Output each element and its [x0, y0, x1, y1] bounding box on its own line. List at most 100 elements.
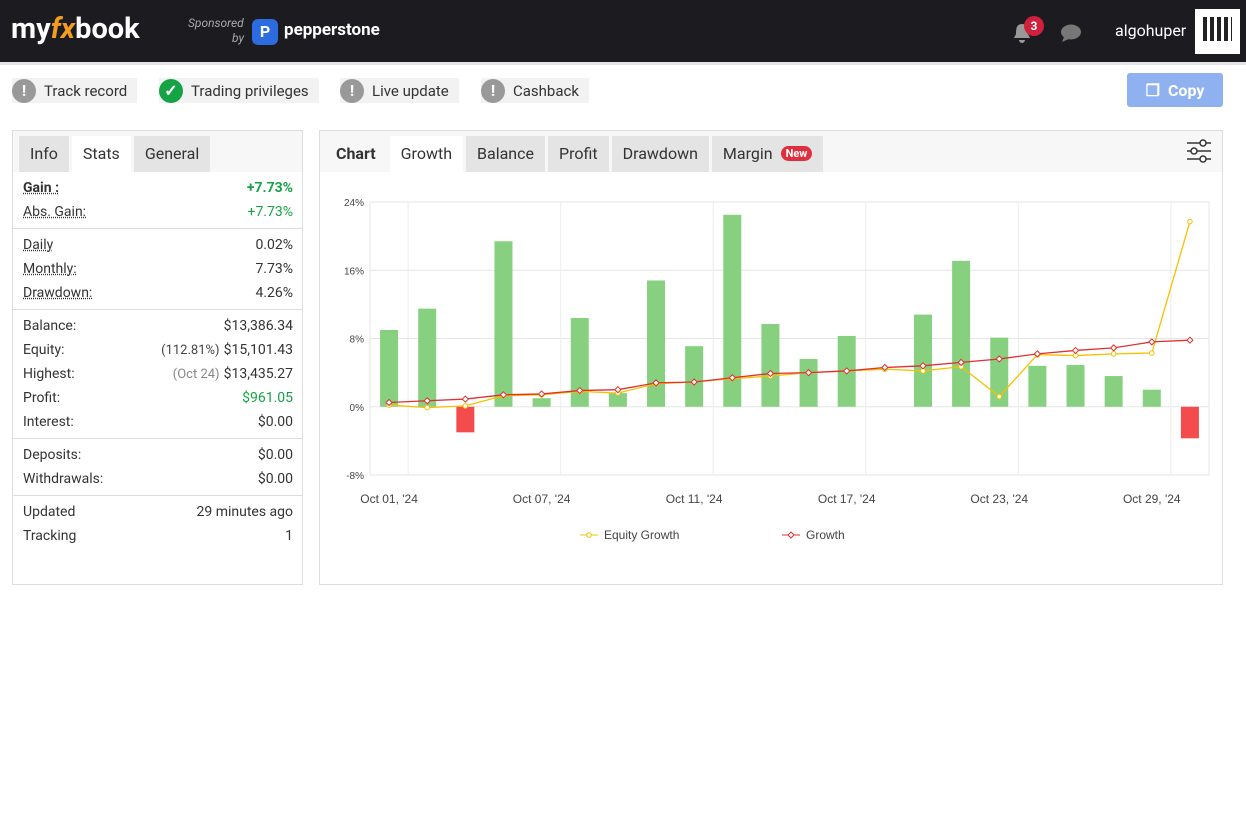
chat-icon[interactable] — [1060, 24, 1082, 42]
status-badge[interactable]: ! Cashback — [481, 78, 589, 103]
stats-panel: Info Stats General Gain : +7.73% Abs. Gain: +… — [12, 130, 303, 585]
stats-value: 4.26% — [255, 285, 293, 301]
y-tick-label: 16% — [344, 266, 364, 277]
stats-label: Monthly: — [23, 261, 77, 277]
stats-row: Equity: (112.81%) $15,101.43 — [13, 338, 302, 362]
stats-value: 1 — [285, 528, 293, 544]
chart: -8% 0% 8% 16% 24% Oct 01, '24 Oct 07, '24 Oct 1… — [344, 198, 1210, 542]
status-badge[interactable]: ! Track record — [12, 78, 138, 103]
chart-panel: Chart Growth Balance Profit Drawdown Margin Ne… — [319, 130, 1223, 585]
stats-group: Updated 29 minutes ago Tracking 1 — [13, 496, 302, 552]
bar — [685, 346, 704, 407]
stats-label: Gain : — [23, 180, 60, 196]
point — [424, 404, 431, 411]
stats-tab[interactable]: General — [133, 136, 211, 172]
stats-tabs: Info Stats General — [13, 131, 302, 172]
stats-list: Gain : +7.73% Abs. Gain: +7.73% Daily 0.02% Mo… — [13, 172, 302, 552]
stats-tab[interactable]: Stats — [71, 136, 131, 172]
point — [462, 403, 469, 409]
point — [652, 379, 660, 387]
stats-row: Profit: $961.05 — [13, 386, 302, 410]
chart-tab[interactable]: Growth — [389, 136, 464, 172]
chart-tabs: Chart Growth Balance Profit Drawdown Margin Ne… — [320, 131, 1222, 172]
bar — [494, 241, 513, 407]
new-badge: New — [780, 146, 813, 161]
status-icon: ! — [12, 78, 36, 103]
point — [1186, 336, 1194, 344]
bar — [608, 393, 627, 407]
copy-label: Copy — [1167, 80, 1205, 100]
point — [576, 386, 584, 395]
sponsor-icon: P — [252, 19, 278, 45]
header: myfxbook Sponsored by P pepperstone 3 al… — [0, 0, 1246, 65]
chart-tab-label: Growth — [400, 144, 453, 163]
chart-tab[interactable]: Balance — [466, 136, 545, 172]
stats-value: 7.73% — [255, 261, 293, 277]
avatar[interactable] — [1195, 9, 1240, 54]
point — [996, 393, 1003, 400]
stats-value-wrap: $0.00 — [258, 471, 293, 487]
stats-value-wrap: +7.73% — [248, 204, 294, 220]
point — [1187, 218, 1193, 225]
copy-button[interactable]: ❐ Copy — [1127, 73, 1223, 107]
line — [389, 339, 1190, 404]
logo[interactable]: myfxbook — [11, 12, 140, 46]
stats-value-wrap: (112.81%) $15,101.43 — [161, 342, 293, 358]
legend-label: Equity Growth — [604, 528, 679, 542]
sponsor-name[interactable]: pepperstone — [284, 20, 380, 40]
bar — [723, 214, 742, 407]
chart-tab[interactable]: Profit — [547, 136, 609, 172]
line — [389, 221, 1191, 409]
stats-value-wrap: $0.00 — [258, 414, 293, 430]
status-icon: ✓ — [159, 78, 183, 103]
settings-icon[interactable] — [1186, 139, 1212, 163]
point — [881, 363, 889, 372]
stats-row: Gain : +7.73% — [13, 176, 302, 200]
stats-value: $13,435.27 — [223, 366, 293, 382]
status-icon: ! — [340, 78, 364, 103]
bar — [761, 323, 780, 407]
stats-value-wrap: $13,386.34 — [224, 318, 293, 334]
badge-label: Live update — [372, 81, 449, 100]
bar — [799, 358, 818, 407]
chart-tab-label: Balance — [477, 144, 534, 163]
stats-value-wrap: 1 — [285, 528, 293, 544]
badge-label: Trading privileges — [191, 81, 309, 100]
point — [1033, 350, 1042, 358]
point — [423, 397, 431, 405]
logo-book: book — [75, 12, 140, 46]
bar — [647, 280, 666, 407]
point — [766, 369, 775, 378]
chart-tab[interactable]: Margin New — [711, 136, 824, 172]
point — [919, 362, 927, 370]
y-tick-label: 24% — [344, 198, 364, 209]
stats-row: Abs. Gain: +7.73% — [13, 200, 302, 224]
stats-value: +7.73% — [247, 204, 294, 220]
logo-fx: fx — [50, 12, 76, 46]
stats-row: Daily 0.02% — [13, 233, 302, 257]
stats-group: Balance: $13,386.34 Equity: (112.81%) $15,10… — [13, 310, 302, 439]
stats-row: Tracking 1 — [13, 524, 302, 548]
bar — [1180, 406, 1199, 439]
badge-label: Cashback — [513, 81, 579, 100]
sponsored: Sponsored — [188, 16, 244, 30]
status-badge[interactable]: ✓ Trading privileges — [159, 78, 319, 103]
chart-tab-label: Drawdown — [622, 144, 698, 163]
stats-row: Monthly: 7.73% — [13, 257, 302, 281]
chart-tab-label: Profit — [558, 144, 598, 163]
stats-note: (112.81%) — [161, 343, 220, 358]
stats-tab[interactable]: Info — [19, 136, 69, 172]
stats-row: Withdrawals: $0.00 — [13, 467, 302, 491]
badge-label: Track record — [44, 81, 128, 100]
chart-tab[interactable]: Drawdown — [611, 136, 709, 172]
stats-value: $0.00 — [257, 414, 293, 430]
status-badge[interactable]: ! Live update — [340, 78, 459, 103]
bar — [1028, 365, 1047, 407]
bar — [532, 398, 551, 407]
point — [728, 374, 737, 382]
stats-label: Drawdown: — [23, 285, 93, 301]
username[interactable]: algohuper — [1115, 21, 1187, 40]
stats-label: Highest: — [23, 366, 75, 382]
point — [1109, 344, 1118, 352]
stats-value-wrap: 29 minutes ago — [196, 504, 293, 520]
